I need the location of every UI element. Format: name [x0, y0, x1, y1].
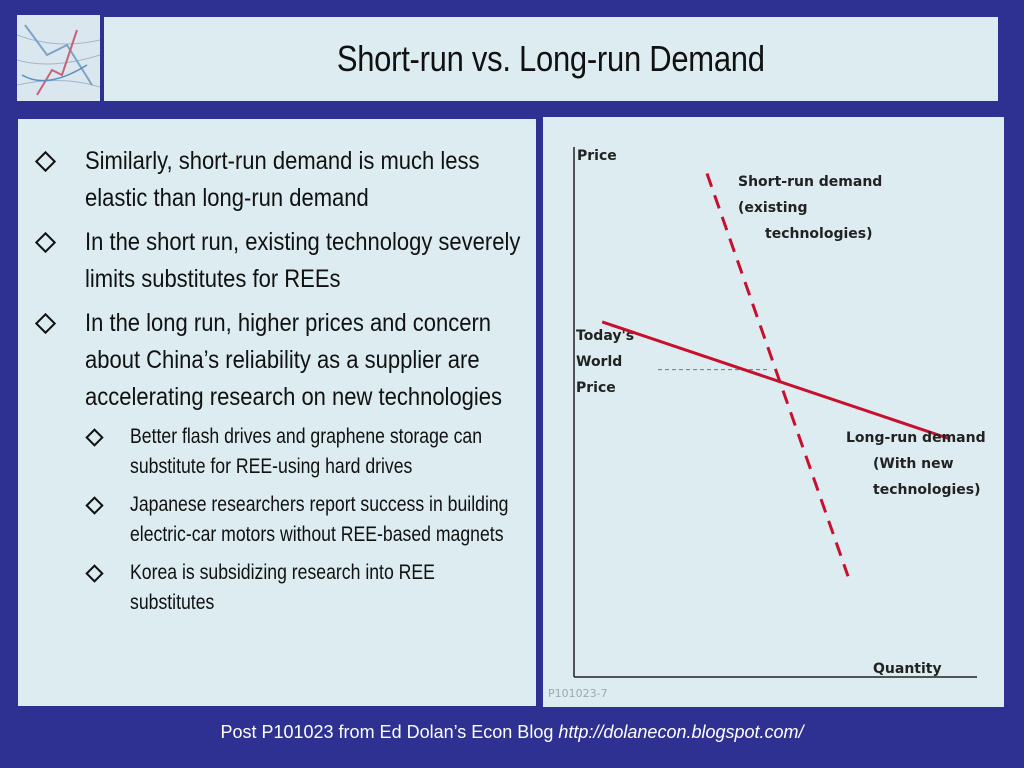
long-run-demand-label: Long-run demand — [846, 430, 986, 446]
long-run-demand-label: (With new — [873, 456, 954, 472]
sub-bullet-item: Korea is subsidizing research into REE s… — [85, 558, 535, 618]
footer-url[interactable]: http://dolanecon.blogspot.com/ — [558, 722, 804, 742]
y-axis-label: Price — [577, 148, 617, 164]
sub-bullet-text: Japanese researchers report success in b… — [130, 493, 509, 546]
short-run-demand-label: Short-run demand — [738, 174, 882, 190]
diamond-bullet-icon — [85, 496, 104, 515]
sub-bullet-item: Better flash drives and graphene storage… — [85, 422, 535, 482]
short-run-demand-label: technologies) — [765, 226, 873, 242]
chart-panel: Price Quantity Today's World Price Short-run … — [543, 117, 1004, 707]
footer-text: Post P101023 from Ed Dolan’s Econ Blog — [220, 722, 554, 742]
reference-price-label: Price — [576, 380, 616, 396]
bullet-item: In the short run, existing technology se… — [34, 224, 535, 298]
title-bar: Short-run vs. Long-run Demand — [104, 17, 998, 101]
bullet-list: Similarly, short-run demand is much less… — [34, 143, 535, 626]
diamond-bullet-icon — [85, 564, 104, 583]
bullet-text: In the long run, higher prices and conce… — [85, 309, 503, 411]
x-axis-label: Quantity — [873, 661, 942, 677]
sub-bullet-item: Japanese researchers report success in b… — [85, 490, 535, 550]
sub-bullet-text: Korea is subsidizing research into REE s… — [130, 561, 435, 614]
short-run-demand-curve — [705, 173, 850, 577]
demand-chart: Price Quantity Today's World Price Short-run … — [548, 147, 986, 700]
diamond-bullet-icon — [34, 150, 57, 173]
diamond-bullet-icon — [85, 428, 104, 447]
footer: Post P101023 from Ed Dolan’s Econ Blog h… — [0, 722, 1024, 743]
bullet-panel: Similarly, short-run demand is much less… — [18, 119, 536, 706]
figure-id-label: P101023-7 — [548, 687, 608, 700]
sub-bullet-text: Better flash drives and graphene storage… — [130, 425, 483, 478]
reference-price-label: World — [576, 354, 622, 370]
slide-title: Short-run vs. Long-run Demand — [337, 38, 765, 79]
decorative-chart-icon — [17, 15, 100, 101]
bullet-item: In the long run, higher prices and conce… — [34, 305, 535, 618]
short-run-demand-label: (existing — [738, 200, 808, 216]
long-run-demand-curve — [601, 320, 950, 440]
bullet-text: In the short run, existing technology se… — [85, 228, 521, 293]
diamond-bullet-icon — [34, 312, 57, 335]
bullet-item: Similarly, short-run demand is much less… — [34, 143, 535, 217]
diamond-bullet-icon — [34, 231, 57, 254]
sub-bullet-list: Better flash drives and graphene storage… — [85, 422, 535, 618]
long-run-demand-label: technologies) — [873, 482, 981, 498]
bullet-text: Similarly, short-run demand is much less… — [85, 147, 480, 212]
slide-logo — [17, 15, 100, 101]
reference-price-label: Today's — [576, 328, 634, 344]
